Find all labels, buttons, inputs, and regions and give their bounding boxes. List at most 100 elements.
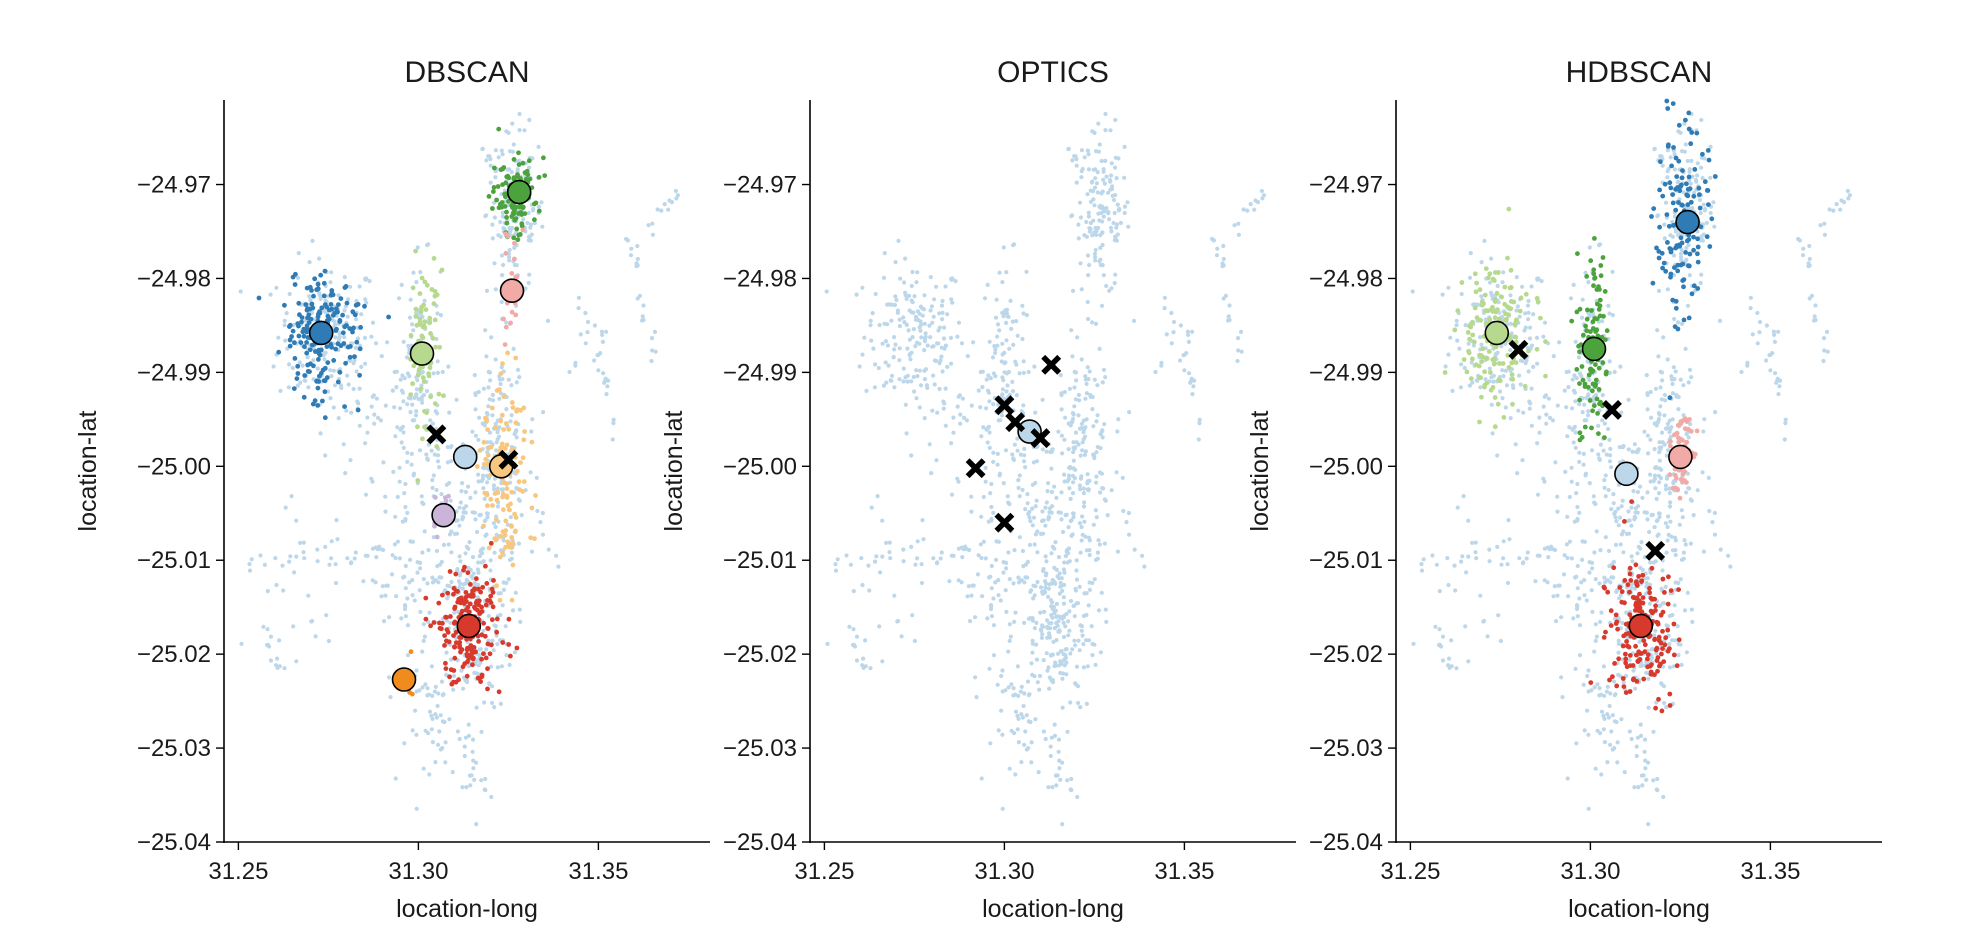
- cluster-point: [298, 340, 304, 345]
- noise-point: [1659, 467, 1664, 472]
- cluster-point: [532, 536, 537, 541]
- noise-point: [1694, 179, 1699, 184]
- noise-point: [372, 412, 377, 417]
- noise-point: [490, 700, 495, 706]
- noise-point: [1445, 556, 1450, 561]
- noise-point: [414, 806, 419, 811]
- noise-point: [1664, 550, 1669, 555]
- noise-point: [429, 448, 434, 453]
- noise-point: [1690, 619, 1695, 625]
- noise-point: [476, 560, 481, 565]
- noise-point: [1045, 624, 1050, 630]
- noise-point: [1651, 560, 1656, 565]
- noise-point: [920, 313, 925, 318]
- cluster-point: [287, 343, 293, 349]
- noise-point: [943, 423, 948, 428]
- cluster-point: [497, 597, 503, 603]
- noise-point: [1508, 416, 1513, 421]
- noise-point: [1605, 760, 1610, 765]
- noise-point: [1689, 158, 1694, 163]
- noise-point: [1090, 233, 1095, 238]
- noise-point: [1032, 626, 1037, 631]
- noise-point: [1411, 641, 1416, 647]
- noise-point: [1093, 149, 1099, 154]
- noise-point: [1079, 474, 1084, 479]
- noise-point: [1016, 740, 1022, 745]
- noise-point: [989, 504, 994, 510]
- cluster-point: [1594, 396, 1600, 402]
- cluster-point: [516, 162, 522, 168]
- cluster-point: [494, 629, 500, 635]
- noise-point: [1013, 359, 1018, 364]
- noise-point: [1092, 185, 1098, 190]
- noise-point: [887, 550, 892, 555]
- noise-point: [1602, 740, 1607, 745]
- noise-point: [1515, 304, 1520, 309]
- noise-point: [1521, 410, 1526, 415]
- cluster-point: [489, 405, 495, 411]
- noise-point: [1687, 167, 1692, 172]
- noise-point: [966, 584, 971, 589]
- noise-point: [1101, 177, 1106, 182]
- cluster-point: [408, 392, 414, 397]
- noise-point: [1437, 642, 1443, 648]
- noise-point: [1699, 117, 1704, 123]
- cluster-point: [1467, 336, 1472, 342]
- noise-point: [887, 540, 892, 545]
- noise-point: [284, 311, 289, 316]
- noise-point: [546, 547, 551, 552]
- noise-point: [1571, 616, 1576, 621]
- noise-point: [373, 341, 379, 346]
- noise-point: [1678, 130, 1683, 135]
- noise-point: [1569, 465, 1574, 470]
- cluster-point: [502, 446, 508, 451]
- noise-point: [491, 521, 496, 526]
- noise-point: [1043, 554, 1048, 559]
- cluster-point: [347, 354, 353, 360]
- noise-point: [374, 555, 379, 560]
- noise-point: [1081, 418, 1086, 423]
- noise-point: [1122, 175, 1127, 180]
- noise-point: [1035, 529, 1040, 534]
- noise-point: [459, 489, 464, 494]
- noise-point: [509, 550, 514, 555]
- noise-point: [1073, 682, 1078, 687]
- noise-point: [1026, 719, 1031, 724]
- cluster-point: [541, 155, 546, 161]
- noise-point: [1466, 659, 1471, 664]
- cluster-point: [443, 614, 448, 620]
- noise-point: [501, 226, 506, 231]
- noise-point: [1608, 691, 1613, 696]
- noise-point: [1603, 473, 1608, 478]
- cluster-point: [1691, 234, 1696, 240]
- noise-point: [1577, 623, 1583, 628]
- noise-point: [1590, 566, 1595, 571]
- noise-point: [1528, 325, 1533, 330]
- cluster-point: [424, 410, 429, 416]
- cluster-point: [463, 590, 469, 595]
- noise-point: [947, 579, 952, 584]
- noise-point: [379, 594, 384, 599]
- noise-point: [1102, 181, 1107, 186]
- noise-point: [981, 494, 986, 500]
- noise-point: [493, 148, 498, 153]
- noise-point: [1061, 567, 1066, 572]
- cluster-point: [292, 340, 297, 346]
- noise-point: [1083, 374, 1088, 379]
- noise-point: [859, 556, 864, 561]
- cluster-point: [1593, 382, 1599, 387]
- noise-point: [262, 562, 267, 567]
- noise-point: [1094, 450, 1099, 455]
- cluster-point: [315, 286, 321, 292]
- noise-point: [907, 293, 912, 298]
- noise-point: [500, 273, 505, 278]
- noise-point: [988, 606, 994, 612]
- noise-point: [389, 572, 395, 577]
- noise-point: [923, 334, 928, 339]
- noise-point: [1017, 371, 1022, 376]
- noise-point: [1079, 421, 1084, 426]
- noise-point: [1639, 773, 1644, 778]
- noise-point: [413, 413, 419, 418]
- noise-point: [1071, 480, 1076, 485]
- noise-point: [904, 322, 909, 327]
